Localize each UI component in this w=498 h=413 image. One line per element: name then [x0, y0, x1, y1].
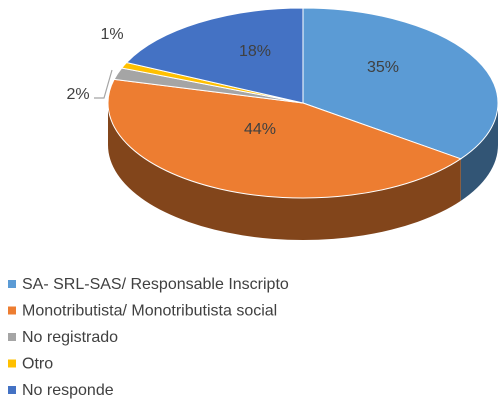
legend-swatch	[8, 280, 16, 288]
legend-label: Monotributista/ Monotributista social	[22, 303, 277, 320]
slice	[125, 7, 304, 104]
legend-swatch	[8, 386, 16, 394]
leader-line	[94, 69, 113, 99]
slice-side	[460, 103, 498, 201]
data-label: 2%	[66, 86, 89, 103]
slice	[302, 7, 498, 160]
slice-side	[108, 103, 461, 240]
legend-label: No registrado	[22, 329, 118, 346]
legend-label: No responde	[22, 382, 114, 399]
data-label: 44%	[244, 121, 276, 138]
legend-label: SA- SRL-SAS/ Responsable Inscripto	[22, 276, 289, 293]
data-label: 35%	[367, 59, 399, 76]
legend-swatch	[8, 359, 16, 368]
slice	[107, 78, 462, 199]
legend-label: Otro	[22, 356, 53, 373]
data-label: 1%	[100, 26, 123, 43]
data-label: 18%	[239, 43, 271, 60]
legend-swatch	[8, 333, 16, 341]
legend-swatch	[8, 306, 16, 315]
